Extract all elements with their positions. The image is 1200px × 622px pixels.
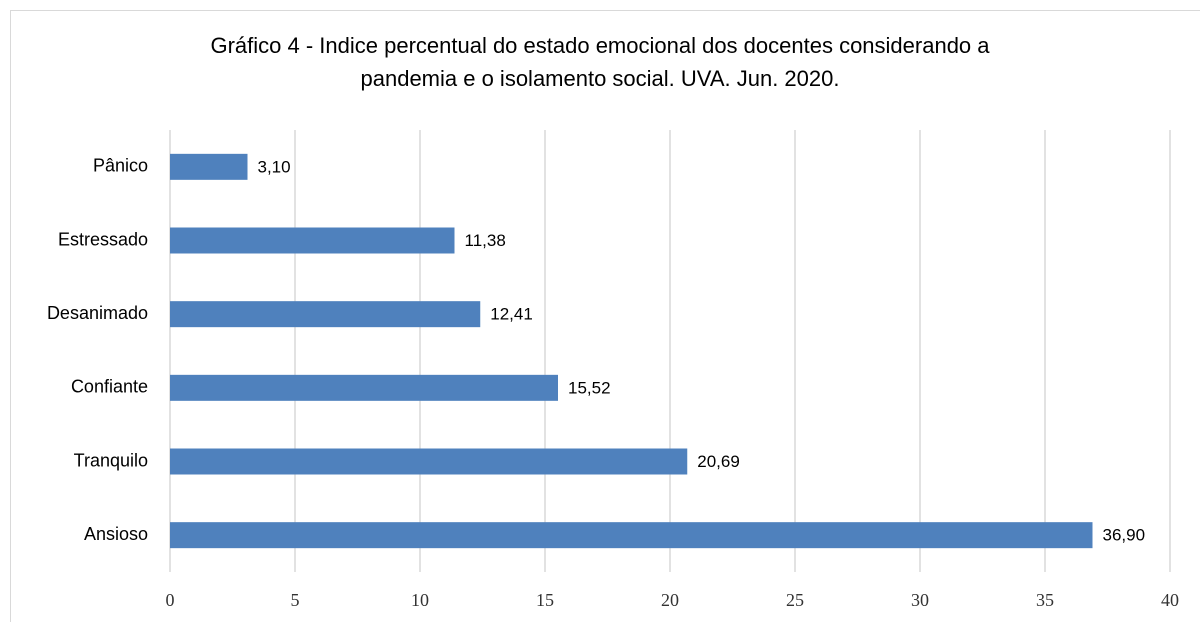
bar xyxy=(170,374,558,401)
value-label: 3,10 xyxy=(258,157,291,176)
x-tick-label: 40 xyxy=(1161,590,1179,610)
y-tick-label: Tranquilo xyxy=(74,450,148,470)
x-tick-label: 10 xyxy=(411,590,429,610)
y-tick-label: Desanimado xyxy=(47,303,148,323)
y-tick-label: Ansioso xyxy=(84,524,148,544)
bar xyxy=(170,301,481,328)
x-tick-label: 35 xyxy=(1036,590,1054,610)
value-label: 20,69 xyxy=(697,452,740,471)
y-tick-label: Confiante xyxy=(71,377,148,397)
chart-title: pandemia e o isolamento social. UVA. Jun… xyxy=(361,66,840,91)
x-tick-label: 20 xyxy=(661,590,679,610)
y-tick-label: Pânico xyxy=(93,156,148,176)
bar xyxy=(170,522,1093,549)
x-tick-label: 15 xyxy=(536,590,554,610)
value-label: 11,38 xyxy=(465,231,506,250)
bar xyxy=(170,448,688,475)
x-tick-label: 30 xyxy=(911,590,929,610)
x-tick-label: 5 xyxy=(291,590,300,610)
x-tick-label: 0 xyxy=(166,590,175,610)
value-label: 15,52 xyxy=(568,378,611,397)
value-label: 12,41 xyxy=(490,305,533,324)
x-tick-label: 25 xyxy=(786,590,804,610)
chart-title: Gráfico 4 - Indice percentual do estado … xyxy=(210,33,990,58)
chart-frame xyxy=(10,10,1200,622)
bar xyxy=(170,227,455,254)
y-tick-label: Estressado xyxy=(58,229,148,249)
bar xyxy=(170,153,248,180)
value-label: 36,90 xyxy=(1103,526,1146,545)
